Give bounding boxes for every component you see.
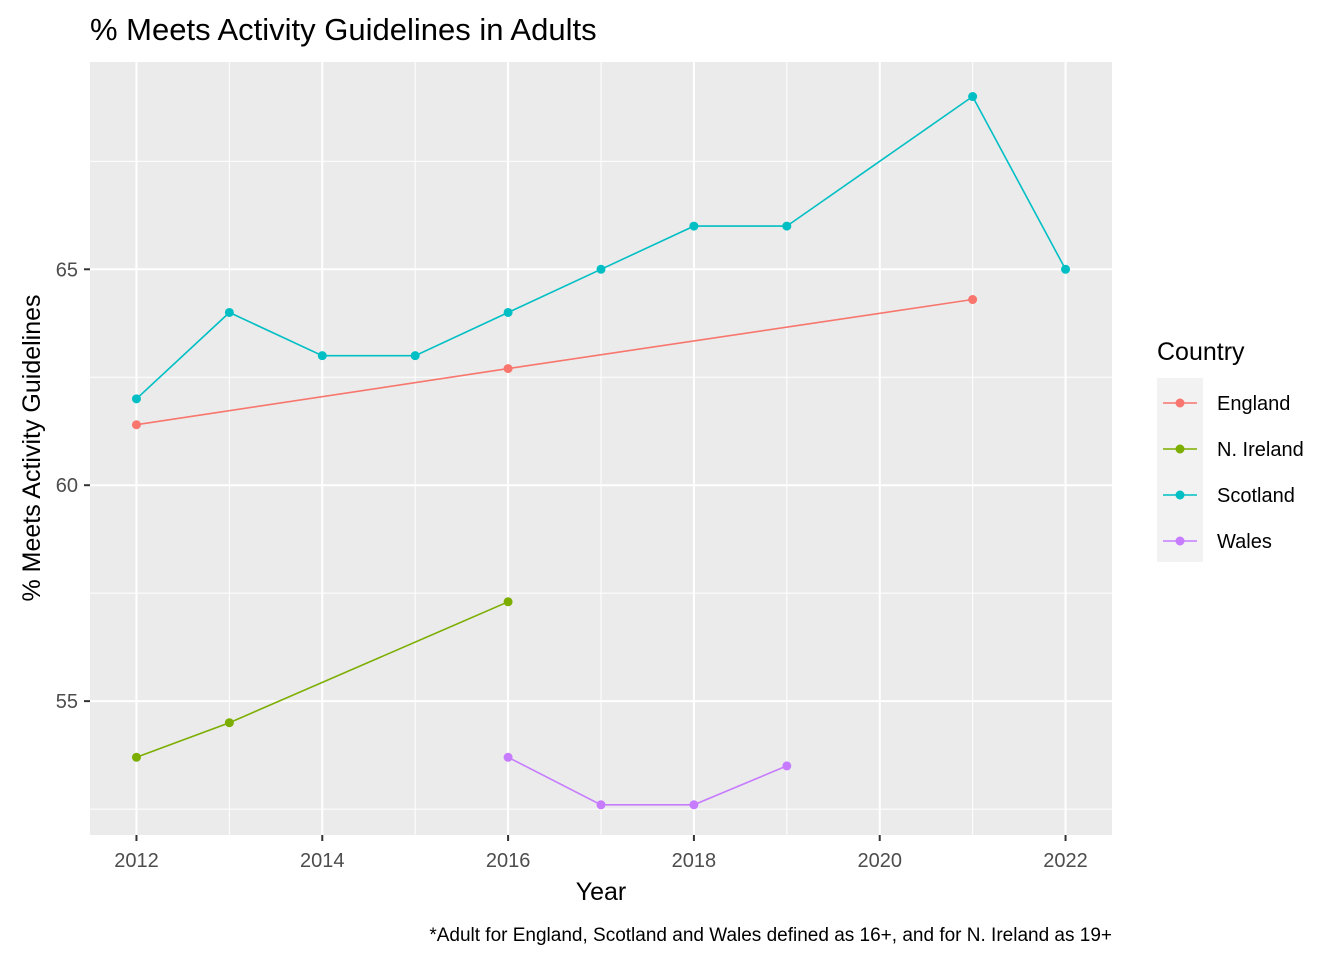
data-point [689,221,699,231]
legend-label: Wales [1217,531,1272,553]
legend: Country England N. Ireland Scotland Wales [1157,338,1304,562]
series-n-ireland [131,597,513,762]
data-point [689,800,699,810]
y-axis: 55 60 65 [56,259,90,713]
data-point [968,295,978,305]
series-line [135,95,1067,400]
gridlines [90,62,1112,835]
y-tick-label: 55 [56,691,78,713]
legend-title: Country [1157,338,1245,366]
legend-label: Scotland [1217,485,1295,507]
x-tick-label: 2016 [486,850,531,872]
legend-key-point [1175,398,1185,408]
legend-key-point [1175,536,1185,546]
chart-caption: *Adult for England, Scotland and Wales d… [429,925,1112,946]
series-line [507,756,788,806]
legend-key-point [1175,490,1185,500]
x-tick-label: 2022 [1043,850,1088,872]
data-point [131,394,141,404]
x-tick-label: 2018 [672,850,717,872]
y-tick-label: 60 [56,475,78,497]
y-axis-title: % Meets Activity Guidelines [18,294,46,601]
data-point [1061,264,1071,274]
legend-key-point [1175,444,1185,454]
legend-key-background [1157,378,1203,562]
series-england [131,295,978,430]
data-point [968,92,978,102]
x-axis: 2012 2014 2016 2018 2020 2022 [114,835,1088,872]
data-point [224,307,234,317]
data-point [131,752,141,762]
data-point [224,718,234,728]
data-point [782,221,792,231]
x-tick-label: 2014 [300,850,345,872]
legend-label: N. Ireland [1217,439,1304,461]
series-scotland [131,92,1071,404]
data-point [410,351,420,361]
x-tick-label: 2020 [857,850,902,872]
data-point [596,264,606,274]
chart-title: % Meets Activity Guidelines in Adults [90,12,597,47]
data-point [503,364,513,374]
data-point [503,597,513,607]
series-layer [131,92,1071,810]
legend-label: England [1217,393,1290,415]
series-wales [503,752,792,810]
data-point [596,800,606,810]
x-axis-title: Year [576,878,627,906]
data-point [782,761,792,771]
data-point [503,307,513,317]
data-point [317,351,327,361]
y-tick-label: 65 [56,259,78,281]
x-tick-label: 2012 [114,850,159,872]
data-point [131,420,141,430]
data-point [503,752,513,762]
